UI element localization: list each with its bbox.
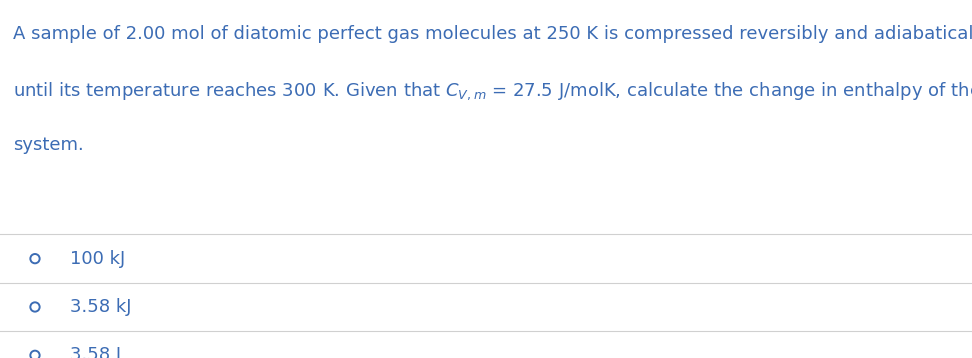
Text: A sample of 2.00 mol of diatomic perfect gas molecules at 250 K is compressed re: A sample of 2.00 mol of diatomic perfect… <box>13 25 972 43</box>
Text: 100 kJ: 100 kJ <box>70 250 125 268</box>
Text: system.: system. <box>13 136 84 154</box>
Text: until its temperature reaches 300 K. Given that $C_{V,m}$ = 27.5 J/molK, calcula: until its temperature reaches 300 K. Giv… <box>13 81 972 102</box>
Text: 3.58 kJ: 3.58 kJ <box>70 298 131 316</box>
Text: 3.58 J: 3.58 J <box>70 346 122 358</box>
